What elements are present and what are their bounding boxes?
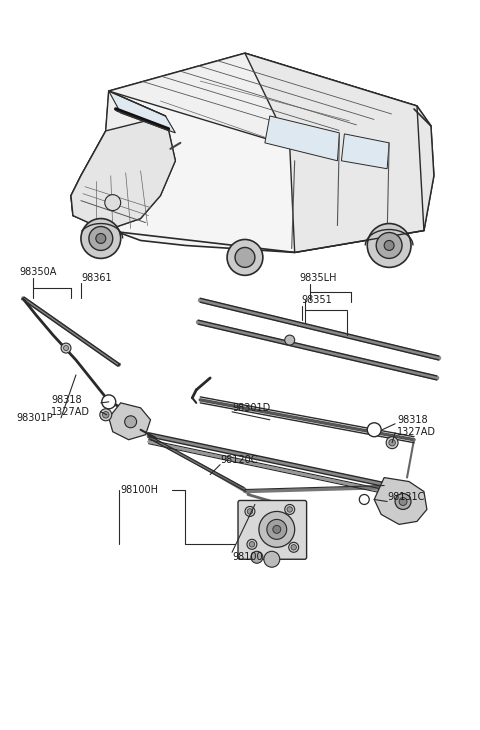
Circle shape xyxy=(287,507,292,512)
Circle shape xyxy=(367,223,411,267)
Polygon shape xyxy=(265,116,339,161)
Circle shape xyxy=(249,542,255,547)
Circle shape xyxy=(245,507,255,516)
Polygon shape xyxy=(109,403,151,439)
Circle shape xyxy=(227,239,263,275)
Text: 98131C: 98131C xyxy=(387,493,424,502)
Circle shape xyxy=(63,345,69,350)
Circle shape xyxy=(399,497,407,505)
Polygon shape xyxy=(109,53,417,146)
Text: 1327AD: 1327AD xyxy=(51,407,90,417)
Polygon shape xyxy=(71,91,175,231)
Circle shape xyxy=(384,240,394,250)
Circle shape xyxy=(259,512,295,548)
Circle shape xyxy=(102,395,116,409)
Text: 98361: 98361 xyxy=(81,273,111,283)
Polygon shape xyxy=(374,477,427,524)
Circle shape xyxy=(247,509,252,514)
Text: 98120C: 98120C xyxy=(220,455,258,464)
Circle shape xyxy=(288,542,299,553)
Circle shape xyxy=(360,494,369,504)
Text: 1327AD: 1327AD xyxy=(397,427,436,437)
Text: 98318: 98318 xyxy=(51,395,82,405)
Circle shape xyxy=(285,335,295,345)
Circle shape xyxy=(267,520,287,539)
FancyBboxPatch shape xyxy=(238,501,307,559)
Circle shape xyxy=(81,218,120,258)
Circle shape xyxy=(386,437,398,449)
Polygon shape xyxy=(245,53,434,253)
Text: 98100: 98100 xyxy=(232,553,263,562)
Text: 98350A: 98350A xyxy=(19,267,57,277)
Text: 98301P: 98301P xyxy=(16,412,53,423)
Circle shape xyxy=(89,226,113,250)
Polygon shape xyxy=(71,53,434,253)
Circle shape xyxy=(96,234,106,244)
Circle shape xyxy=(103,412,109,418)
Polygon shape xyxy=(109,91,175,133)
Text: 98100H: 98100H xyxy=(120,485,159,494)
Text: 98301D: 98301D xyxy=(232,403,270,413)
Circle shape xyxy=(105,195,120,210)
Circle shape xyxy=(251,551,263,564)
Circle shape xyxy=(264,551,280,567)
Circle shape xyxy=(285,504,295,515)
Polygon shape xyxy=(71,116,175,231)
Circle shape xyxy=(247,539,257,549)
Circle shape xyxy=(273,526,281,534)
Circle shape xyxy=(291,545,297,550)
Polygon shape xyxy=(341,134,389,169)
Circle shape xyxy=(376,233,402,258)
Circle shape xyxy=(61,343,71,353)
Circle shape xyxy=(395,493,411,510)
Circle shape xyxy=(125,416,137,428)
Text: 9835LH: 9835LH xyxy=(300,273,337,283)
Text: 98318: 98318 xyxy=(397,415,428,425)
Circle shape xyxy=(367,423,381,437)
Circle shape xyxy=(100,409,112,420)
Circle shape xyxy=(235,247,255,267)
Circle shape xyxy=(389,439,396,446)
Text: 98351: 98351 xyxy=(301,295,332,305)
